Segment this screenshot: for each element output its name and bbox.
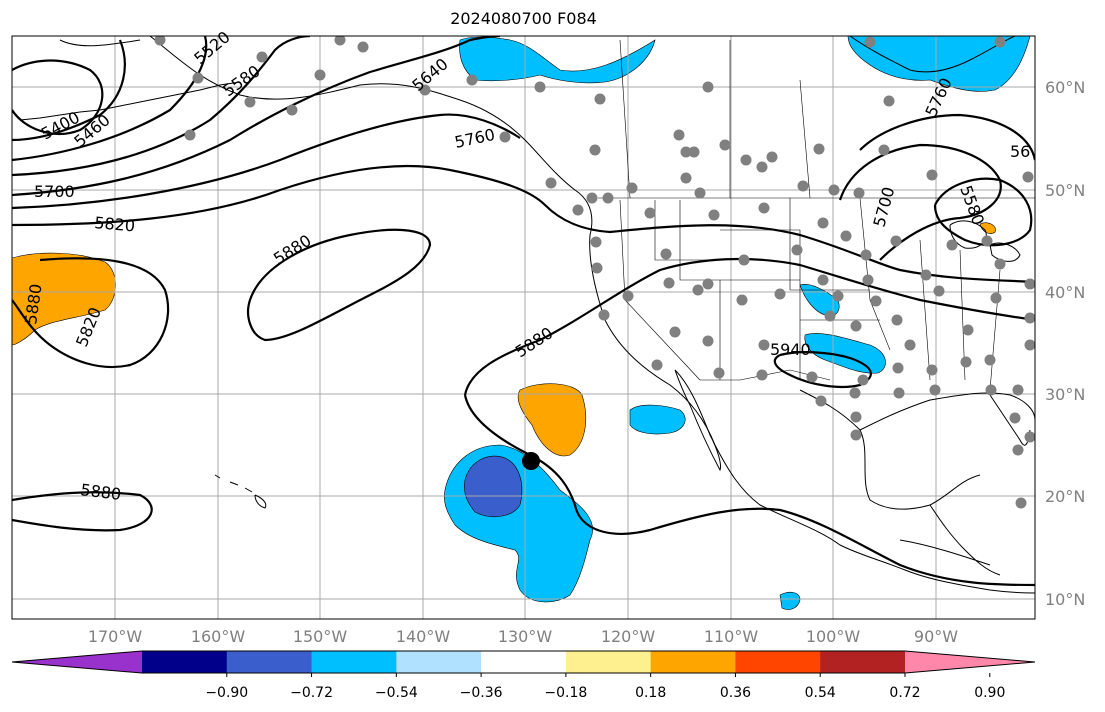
lon-label: 150°W bbox=[293, 627, 348, 646]
lat-label: 10°N bbox=[1045, 590, 1085, 609]
colorbar-segment bbox=[905, 651, 1035, 673]
negative-anomaly-region bbox=[629, 404, 686, 435]
colorbar-segment bbox=[396, 651, 482, 673]
contour-label: 5700 bbox=[34, 182, 75, 201]
negative-anomaly-region bbox=[779, 591, 801, 610]
lon-label: 170°W bbox=[88, 627, 143, 646]
colorbar-outline bbox=[11, 650, 1036, 674]
colorbar-segment bbox=[142, 651, 228, 673]
colorbar-tick-label: −0.72 bbox=[290, 685, 333, 701]
colorbar-segment bbox=[565, 651, 652, 673]
positive-anomaly-region bbox=[979, 222, 996, 234]
strong-negative-anomaly-region bbox=[464, 455, 523, 518]
colorbar-segment bbox=[650, 651, 736, 673]
negative-anomaly-region bbox=[804, 333, 886, 374]
lon-label: 90°W bbox=[914, 627, 958, 646]
contour-label: 56 bbox=[1010, 142, 1030, 161]
colorbar-tick-label: 0.72 bbox=[889, 685, 920, 701]
lon-label: 140°W bbox=[396, 627, 451, 646]
coastlines bbox=[19, 36, 1035, 594]
negative-anomaly-region bbox=[847, 36, 1031, 92]
colorbar-tick-label: 0.90 bbox=[974, 685, 1005, 701]
station-dots bbox=[154, 36, 1035, 509]
longitude-labels: 170°W 160°W 150°W 140°W 130°W 120°W 110°… bbox=[88, 627, 958, 646]
lon-label: 100°W bbox=[806, 627, 861, 646]
colorbar-tick-label: −0.54 bbox=[375, 685, 418, 701]
colorbar-tick-label: 0.36 bbox=[720, 685, 751, 701]
colorbar-segment bbox=[735, 651, 821, 673]
colorbar-segment bbox=[820, 651, 906, 673]
map-title: 2024080700 F084 bbox=[450, 9, 597, 28]
lat-label: 60°N bbox=[1045, 78, 1085, 97]
colorbar-tick-label: 0.18 bbox=[635, 685, 666, 701]
lat-label: 40°N bbox=[1045, 283, 1085, 302]
lon-label: 110°W bbox=[704, 627, 759, 646]
colorbar-tick-label: −0.90 bbox=[205, 685, 248, 701]
colorbar-segment bbox=[12, 651, 142, 673]
lon-label: 130°W bbox=[498, 627, 553, 646]
contour-label: 5940 bbox=[770, 340, 811, 359]
lat-label: 20°N bbox=[1045, 487, 1085, 506]
lat-label: 30°N bbox=[1045, 385, 1085, 404]
contour-label: 5820 bbox=[94, 213, 136, 235]
positive-anomaly-region bbox=[517, 383, 587, 457]
colorbar-segment bbox=[481, 651, 567, 673]
lat-label: 50°N bbox=[1045, 181, 1085, 200]
colorbar-tick-label: −0.18 bbox=[544, 685, 587, 701]
colorbar-segment bbox=[226, 651, 313, 673]
positive-anomaly-region bbox=[12, 252, 116, 346]
height-contours bbox=[12, 36, 1035, 587]
contour-label: 5880 bbox=[80, 480, 123, 504]
latitude-labels: 60°N 50°N 40°N 30°N 20°N 10°N bbox=[1045, 78, 1085, 609]
lon-label: 160°W bbox=[191, 627, 246, 646]
anomaly-shading bbox=[12, 36, 1031, 610]
storm-center-marker bbox=[522, 452, 540, 470]
map-frame bbox=[11, 35, 1036, 620]
colorbar-segment bbox=[311, 651, 397, 673]
colorbar-tick-label: 0.54 bbox=[805, 685, 836, 701]
lon-label: 120°W bbox=[601, 627, 656, 646]
colorbar: −0.90 −0.72 −0.54 −0.36 −0.18 0.18 0.36 0.54 0.7… bbox=[11, 650, 1036, 701]
colorbar-tick-label: −0.36 bbox=[460, 685, 503, 701]
negative-anomaly-region bbox=[459, 36, 656, 84]
